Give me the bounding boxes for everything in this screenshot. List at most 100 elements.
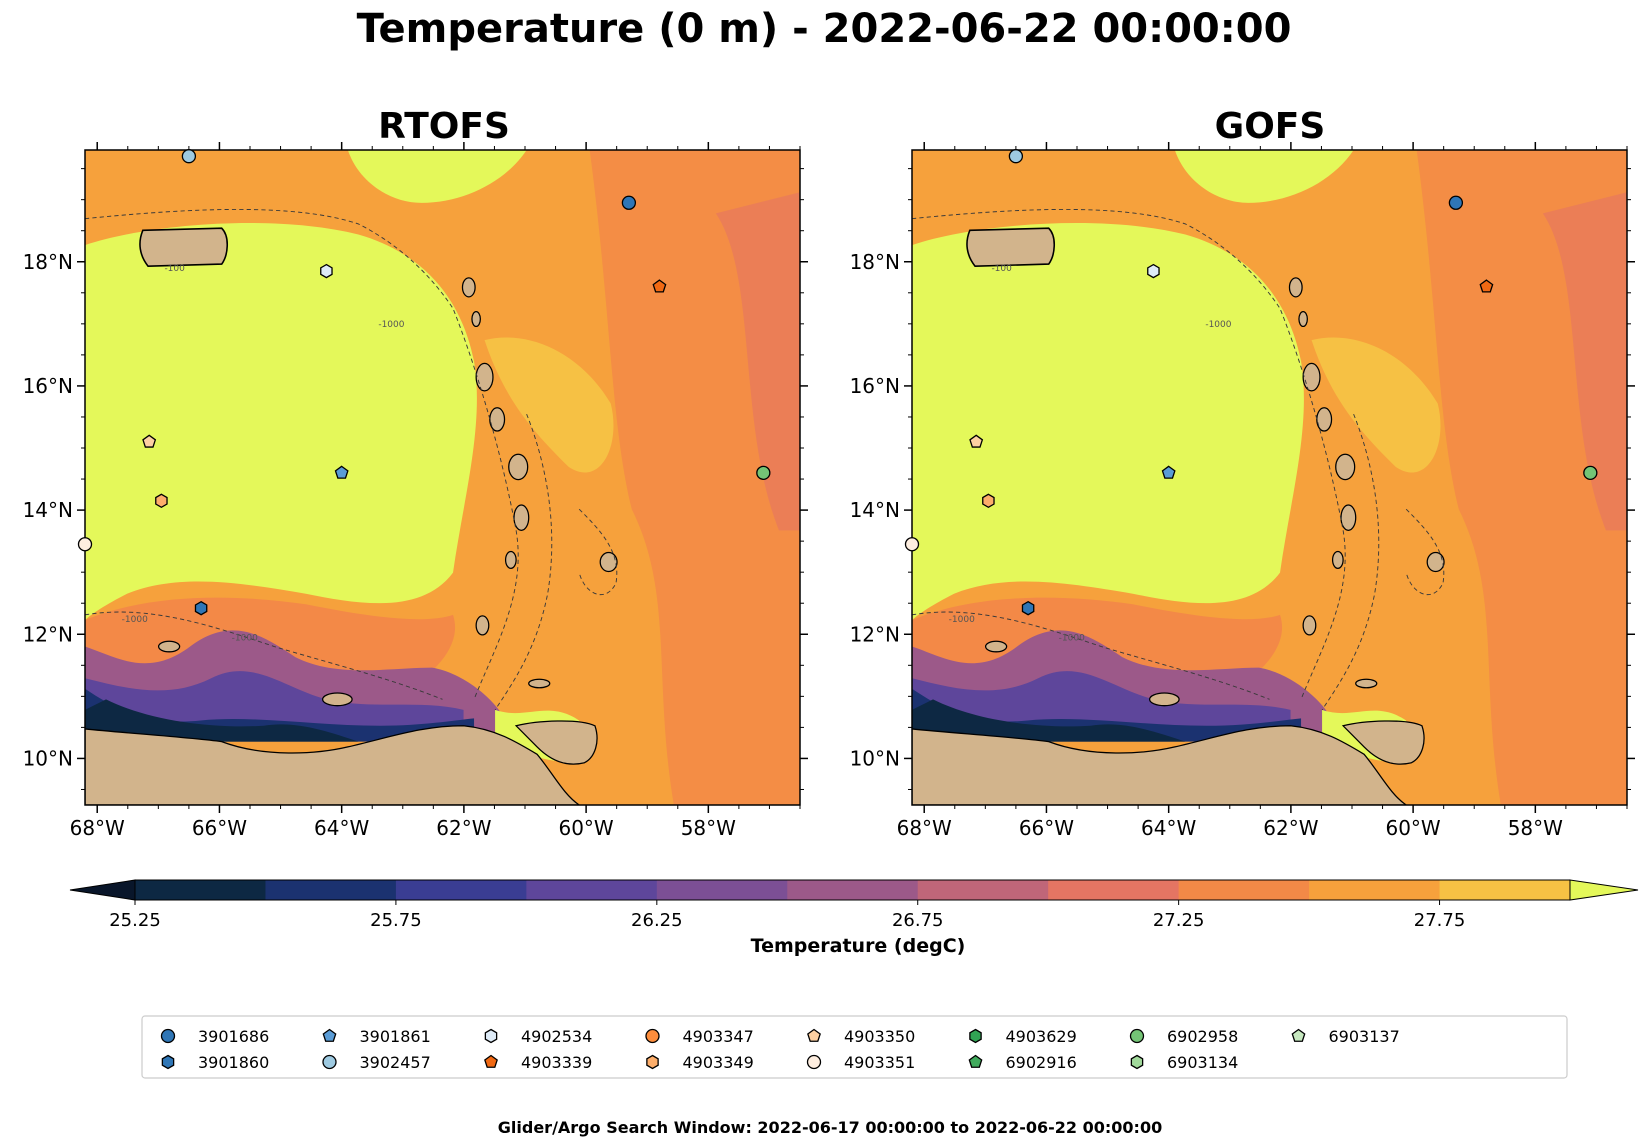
station-4903351 (77, 537, 93, 552)
legend-marker-3901686 (160, 1028, 176, 1044)
station-3902457 (181, 149, 197, 164)
station-3901686 (621, 195, 637, 210)
lon-tick-label: 66°W (1019, 816, 1074, 840)
legend-label-4903347: 4903347 (683, 1027, 754, 1046)
contour-label: -1000 (1059, 633, 1085, 643)
legend-marker-4903350 (807, 1028, 821, 1042)
legend: 3901686 3901860 3901861 3902457 4902534 49033… (160, 1027, 1400, 1072)
legend-marker-4903347 (645, 1028, 660, 1044)
legend-label-4902534: 4902534 (521, 1027, 592, 1046)
legend-label-6902958: 6902958 (1167, 1027, 1238, 1046)
map-frame-gofs (911, 149, 1628, 806)
colorbar-segment (135, 880, 266, 900)
station-4903339 (652, 279, 667, 293)
axes-gofs: 68°W 66°W 64°W 62°W 60°W 58°W 10°N 12°N 14°N 16°N… (850, 142, 1635, 840)
lon-tick-label: 60°W (558, 816, 613, 840)
colorbar-tick-label: 25.25 (109, 910, 161, 931)
legend-box (141, 1015, 1568, 1079)
colorbar: 25.25 25.75 26.25 26.75 27.25 27.75 (69, 879, 1639, 931)
colorbar-segment (526, 880, 658, 900)
lon-tick-label: 62°W (436, 816, 491, 840)
lon-tick-label: 58°W (681, 816, 736, 840)
lon-tick-label: 68°W (897, 816, 952, 840)
contour-label: -1000 (1205, 320, 1231, 330)
station-3901686 (1448, 195, 1464, 210)
colorbar-frame (134, 879, 1571, 901)
lat-tick-label: 12°N (23, 622, 73, 646)
lon-tick-label: 60°W (1385, 816, 1440, 840)
map-field-gofs (912, 150, 1627, 805)
lat-tick-label: 14°N (850, 498, 900, 522)
panel-rtofs: RTOFS 68°W 66°W 64°W 62°W 60°W 58°W 10°N 12°N 14… (23, 106, 808, 840)
station-3901861 (334, 465, 349, 479)
colorbar-extend-high (1569, 879, 1639, 901)
station-3901861 (1161, 465, 1176, 479)
station-4902534 (1147, 263, 1160, 279)
contour-label: -100 (991, 264, 1012, 274)
legend-label-3901861: 3901861 (360, 1027, 431, 1046)
axes-rtofs: 68°W 66°W 64°W 62°W 60°W 58°W 10°N 12°N 14°N 16°N… (23, 142, 808, 840)
legend-marker-4902534 (484, 1028, 498, 1044)
panel-title-gofs: GOFS (1215, 106, 1326, 147)
contour-label: -100 (164, 264, 185, 274)
legend-marker-3901860 (161, 1054, 175, 1070)
colorbar-segment (656, 880, 788, 900)
legend-label-3901860: 3901860 (198, 1053, 269, 1072)
stations-gofs (904, 149, 1598, 616)
colorbar-extend-low (69, 879, 136, 901)
legend-label-4903629: 4903629 (1006, 1027, 1077, 1046)
station-3902457 (1008, 149, 1024, 164)
legend-label-6903137: 6903137 (1329, 1027, 1400, 1046)
lon-tick-label: 66°W (192, 816, 247, 840)
colorbar-segment (1178, 880, 1310, 900)
colorbar-label: Temperature (degC) (751, 935, 966, 957)
lon-tick-label: 68°W (70, 816, 125, 840)
station-4902534 (320, 263, 333, 279)
legend-label-4903339: 4903339 (521, 1053, 592, 1072)
legend-label-6902916: 6902916 (1006, 1053, 1077, 1072)
legend-label-6903134: 6903134 (1167, 1053, 1238, 1072)
lat-tick-label: 18°N (850, 250, 900, 274)
lat-tick-label: 14°N (23, 498, 73, 522)
station-6902958 (1583, 465, 1598, 480)
footer-search-window: Glider/Argo Search Window: 2022-06-17 00… (498, 1118, 1162, 1137)
legend-marker-6903137 (1291, 1028, 1306, 1042)
legend-marker-6902916 (968, 1054, 983, 1068)
station-4903350 (142, 434, 157, 448)
legend-label-4903350: 4903350 (844, 1027, 915, 1046)
lat-tick-label: 10°N (850, 746, 900, 770)
station-4903350 (969, 434, 984, 448)
colorbar-segment (1048, 880, 1180, 900)
lon-tick-label: 64°W (314, 816, 369, 840)
panel-title-rtofs: RTOFS (378, 106, 510, 147)
legend-marker-6903134 (1130, 1054, 1144, 1070)
station-4903349 (155, 493, 168, 509)
legend-marker-4903351 (806, 1054, 822, 1070)
colorbar-tick-label: 27.75 (1414, 910, 1466, 931)
colorbar-segment (265, 880, 397, 900)
legend-marker-3901861 (322, 1028, 337, 1042)
legend-label-3902457: 3902457 (360, 1053, 431, 1072)
lat-tick-label: 16°N (23, 374, 73, 398)
stations-rtofs (77, 149, 771, 616)
lon-tick-label: 64°W (1141, 816, 1196, 840)
station-4903351 (904, 537, 920, 552)
colorbar-tick-label: 26.75 (892, 910, 944, 931)
lat-tick-label: 18°N (23, 250, 73, 274)
station-3901860 (1021, 600, 1035, 616)
panel-gofs: GOFS 68°W 66°W 64°W 62°W 60°W 58°W 10°N 12°N 14°… (850, 106, 1635, 840)
colorbar-tick-label: 27.25 (1153, 910, 1205, 931)
legend-marker-4903349 (646, 1054, 659, 1070)
colorbar-segment (395, 880, 527, 900)
colorbar-segment (917, 880, 1049, 900)
colorbar-tick-label: 25.75 (370, 910, 422, 931)
legend-marker-3902457 (322, 1054, 337, 1070)
contour-label: -1000 (949, 615, 975, 625)
colorbar-segment (1309, 880, 1441, 900)
lon-tick-label: 62°W (1263, 816, 1318, 840)
lon-tick-label: 58°W (1508, 816, 1563, 840)
figure-title: Temperature (0 m) - 2022-06-22 00:00:00 (357, 6, 1292, 52)
colorbar-segment (1439, 880, 1571, 900)
contour-label: -1000 (378, 320, 404, 330)
